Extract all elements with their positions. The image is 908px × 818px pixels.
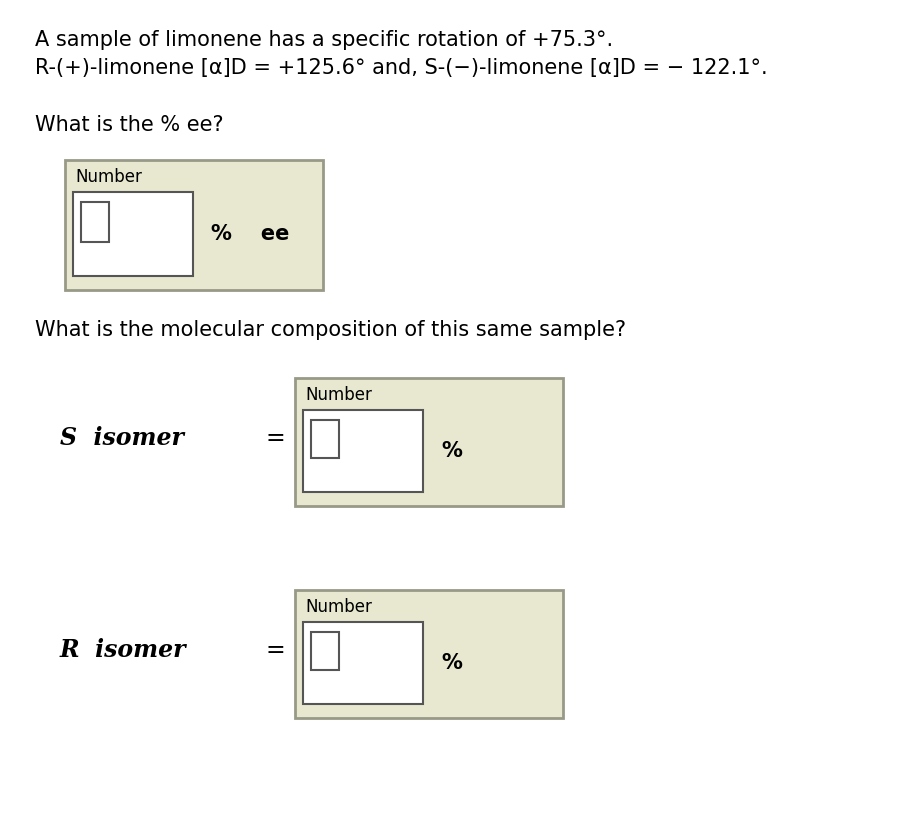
Bar [303, 622, 423, 704]
Text: %    ee: % ee [211, 224, 290, 244]
Text: Number: Number [305, 598, 372, 616]
Bar [311, 420, 339, 458]
Text: What is the molecular composition of this same sample?: What is the molecular composition of thi… [35, 320, 627, 340]
Text: A sample of limonene has a specific rotation of +75.3°.: A sample of limonene has a specific rota… [35, 30, 613, 50]
Text: R-(+)-limonene [α]D = +125.6° and, S-(−)-limonene [α]D = − 122.1°.: R-(+)-limonene [α]D = +125.6° and, S-(−)… [35, 58, 767, 78]
Text: =: = [265, 426, 285, 450]
Text: %: % [441, 653, 462, 673]
Bar [73, 192, 193, 276]
Bar [65, 160, 323, 290]
Text: Number: Number [75, 168, 142, 186]
Text: S  isomer: S isomer [60, 426, 184, 450]
Text: %: % [441, 441, 462, 461]
Text: Number: Number [305, 386, 372, 404]
Bar [295, 378, 563, 506]
Bar [81, 202, 109, 242]
Bar [311, 632, 339, 670]
Text: R  isomer: R isomer [60, 638, 187, 662]
Bar [295, 590, 563, 718]
Text: What is the % ee?: What is the % ee? [35, 115, 223, 135]
Text: =: = [265, 638, 285, 662]
Bar [303, 410, 423, 492]
